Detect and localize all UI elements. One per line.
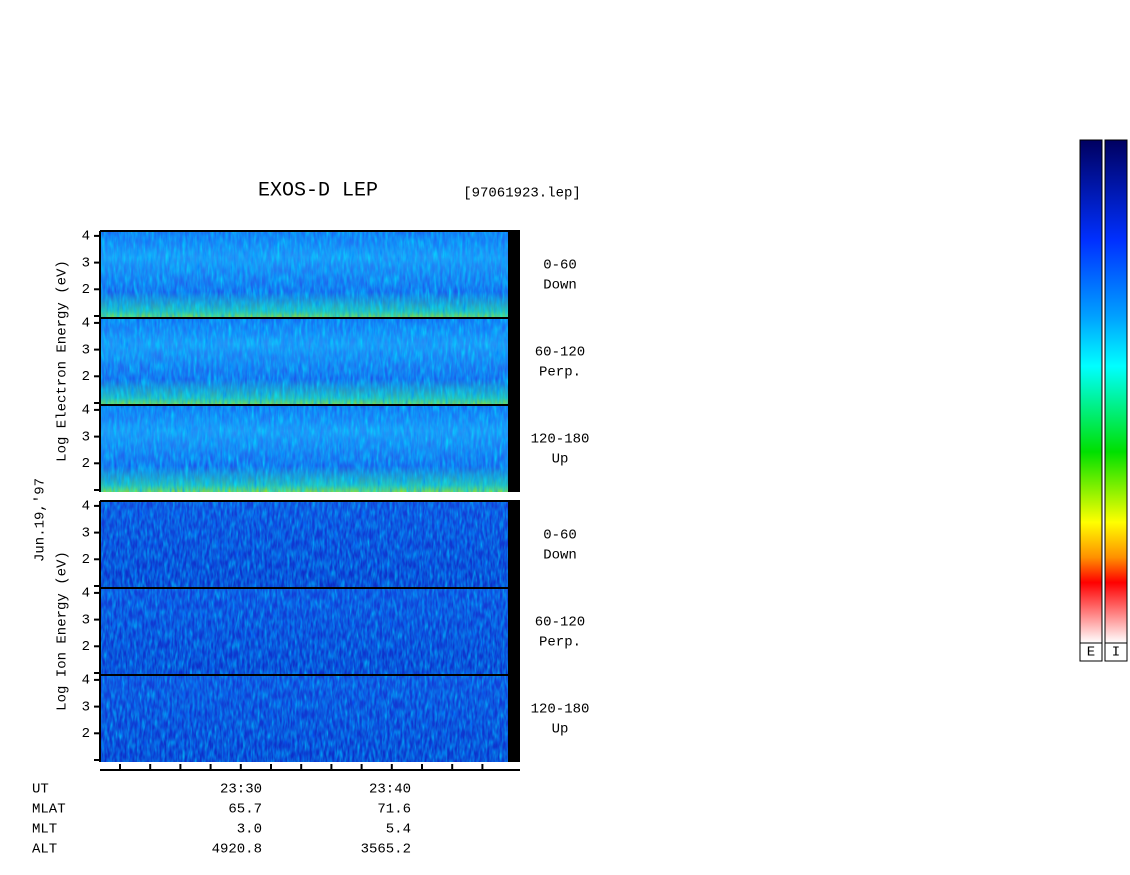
panel-direction: Up [552,452,569,468]
spectrogram-noise [100,318,508,405]
y-tick-label: 2 [82,282,90,298]
spectrogram-noise [100,588,508,675]
row-value: 71.6 [377,802,411,818]
y-tick-label: 2 [82,639,90,655]
colorbar [1079,139,1103,644]
y-tick-label: 3 [82,525,90,541]
data-gap [508,231,520,318]
row-value: 23:30 [220,782,262,798]
row-value: 4920.8 [212,842,262,858]
colorbar-label: E [1087,645,1095,661]
y-tick-label: 3 [82,612,90,628]
colorbar [1104,139,1128,644]
y-tick-label: 4 [82,316,90,332]
y-tick-label: 3 [82,342,90,358]
spectrogram-noise [100,501,508,588]
colorbar-label: I [1112,645,1120,661]
data-gap [508,675,520,762]
data-gap [508,318,520,405]
y-tick-label: 2 [82,369,90,385]
panel-range: 0-60 [543,258,577,274]
row-label: MLT [32,822,57,838]
y-tick-label: 4 [82,586,90,602]
y-tick-label: 4 [82,673,90,689]
panel-range: 120-180 [531,432,590,448]
row-value: 65.7 [228,802,262,818]
row-value: 3565.2 [361,842,411,858]
spectrogram-noise [100,405,508,492]
row-value: 3.0 [237,822,262,838]
panel-range: 60-120 [535,345,585,361]
panel-direction: Up [552,722,569,738]
y-tick-label: 2 [82,456,90,472]
colorbar-label-box [1104,642,1128,662]
y-axis-label: Log Ion Energy (eV) [55,551,71,711]
y-tick-label: 2 [82,552,90,568]
panel-direction: Down [543,278,577,294]
date: Jun.19,'97 [33,478,49,562]
y-tick-label: 4 [82,403,90,419]
panel-direction: Perp. [539,365,581,381]
y-tick-label: 4 [82,229,90,245]
title: EXOS-D LEP [258,179,378,202]
colorbar-label-box [1079,642,1103,662]
y-tick-label: 3 [82,255,90,271]
panel-range: 120-180 [531,702,590,718]
y-tick-label: 2 [82,726,90,742]
row-label: MLAT [32,802,66,818]
row-label: ALT [32,842,57,858]
y-tick-label: 3 [82,429,90,445]
spectrogram-noise [100,231,508,318]
row-value: 23:40 [369,782,411,798]
panel-direction: Perp. [539,635,581,651]
data-gap [508,588,520,675]
panel-direction: Down [543,548,577,564]
panel-range: 60-120 [535,615,585,631]
data-gap [508,501,520,588]
file-name: [97061923.lep] [463,186,581,202]
row-value: 5.4 [386,822,411,838]
y-tick-label: 4 [82,499,90,515]
row-label: UT [32,782,49,798]
panel-range: 0-60 [543,528,577,544]
data-gap [508,405,520,492]
spectrogram-noise [100,675,508,762]
y-tick-label: 3 [82,699,90,715]
y-axis-label: Log Electron Energy (eV) [55,260,71,462]
